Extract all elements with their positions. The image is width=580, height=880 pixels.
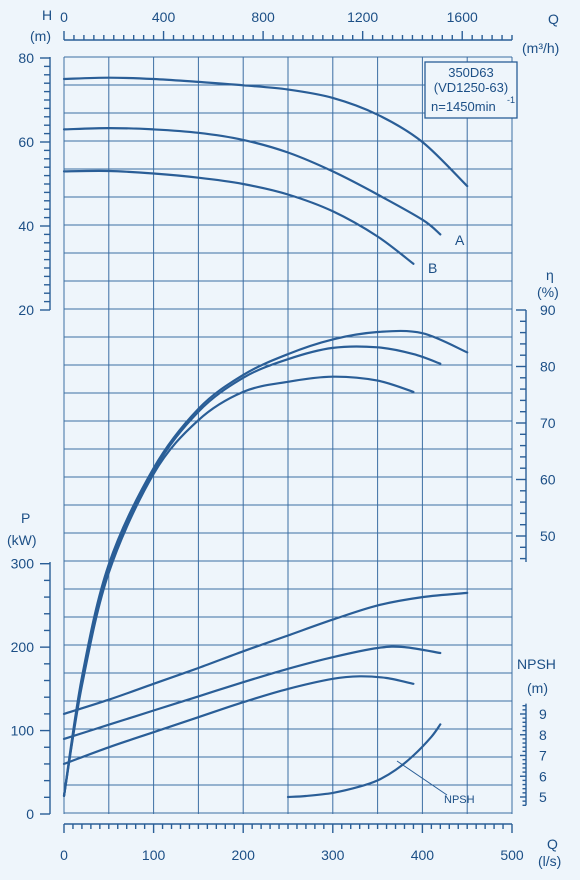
efficiency-tick-label: 70 [540,415,556,431]
bottom-q-tick-label: 400 [411,847,435,863]
efficiency-tick-label: 50 [540,528,556,544]
title-box [424,61,518,119]
title-speed-exponent: -1 [507,95,515,105]
efficiency-axis-unit: (%) [537,284,559,300]
head-tick-label: 60 [18,134,34,150]
bottom-q-tick-label: 200 [232,847,256,863]
top-q-tick-label: 400 [152,9,176,25]
bottom-q-tick-label: 500 [500,847,524,863]
power-tick-label: 100 [11,723,35,739]
power-tick-label: 300 [11,556,35,572]
bottom-q-axis-label: Q [547,836,558,852]
bottom-q-axis-unit: (l/s) [538,853,561,869]
head-curve-1 [62,76,469,188]
title-model-alt: (VD1250-63) [434,80,508,95]
top-q-axis-label: Q [548,11,559,27]
npsh-axis-unit: (m) [527,680,548,696]
npsh-curve-label: NPSH [444,794,475,806]
title-speed: n=1450min [431,99,496,114]
power-tick-label: 0 [26,806,34,822]
top-q-tick-label: 0 [60,9,68,25]
npsh-leader-line [396,760,448,796]
npsh-tick-label: 8 [539,727,547,743]
efficiency-axis-label: η [546,267,554,283]
bottom-q-tick-label: 300 [321,847,345,863]
curve-label-b: B [428,260,437,276]
power-curve-3 [62,675,415,765]
npsh-axis-label: NPSH [517,656,556,672]
power-axis-label: P [21,510,30,526]
top-q-tick-label: 800 [251,9,275,25]
bottom-q-tick-label: 100 [142,847,166,863]
top-q-tick-label: 1200 [347,9,378,25]
efficiency-curve-3 [62,375,415,797]
npsh-tick-label: 9 [539,706,547,722]
head-tick-label: 40 [18,218,34,234]
npsh-curve [286,723,442,799]
top-q-axis-unit: (m³/h) [522,40,559,56]
power-tick-label: 200 [11,639,35,655]
head-tick-label: 80 [18,50,34,66]
efficiency-tick-label: 60 [540,472,556,488]
bottom-q-tick-label: 0 [60,847,68,863]
efficiency-tick-label: 80 [540,359,556,375]
power-curve-1 [62,591,469,715]
efficiency-curve-1 [62,329,469,797]
head-tick-label: 20 [18,302,34,318]
title-model: 350D63 [448,65,494,80]
efficiency-tick-label: 90 [540,302,556,318]
curve-label-a: A [455,232,465,248]
head-curve-3 [62,169,415,265]
head-curve-2 [62,126,442,236]
power-axis-unit: (kW) [7,532,37,548]
head-axis-label: H [42,7,52,23]
head-axis-unit: (m) [30,28,51,44]
curves [62,76,469,799]
npsh-tick-label: 5 [539,789,547,805]
power-curve-2 [62,645,442,740]
npsh-tick-label: 7 [539,748,547,764]
top-q-tick-label: 1600 [447,9,478,25]
npsh-tick-label: 6 [539,768,547,784]
